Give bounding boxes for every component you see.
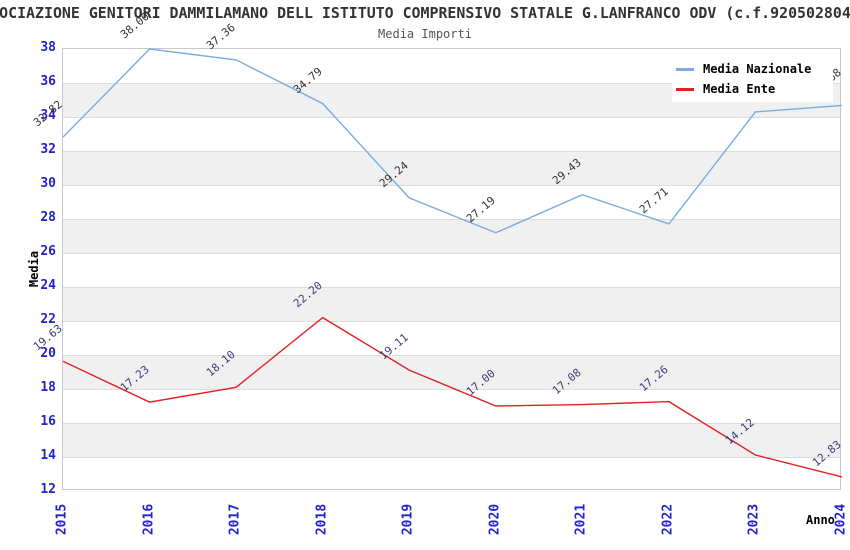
plot-band	[63, 423, 840, 457]
legend-swatch-icon	[676, 67, 694, 71]
x-tick-label: 2021	[573, 503, 589, 536]
legend-item: Media Nazionale	[676, 59, 833, 79]
y-tick-label: 36	[40, 74, 56, 89]
x-tick-label: 2019	[400, 503, 416, 536]
legend-swatch-icon	[676, 87, 694, 91]
plot-band	[63, 151, 840, 185]
x-tick-label: 2018	[314, 503, 330, 536]
legend: Media Nazionale Media Ente	[672, 57, 833, 102]
y-tick-label: 20	[40, 346, 56, 361]
y-tick-label: 22	[40, 312, 56, 327]
line-media-nazionale	[62, 48, 843, 234]
series-lines	[62, 48, 843, 478]
plot-band	[63, 457, 840, 491]
y-tick-label: 12	[40, 482, 56, 497]
plot-band	[63, 253, 840, 287]
plot-band	[63, 117, 840, 151]
y-tick-label: 32	[40, 142, 56, 157]
y-tick-label: 26	[40, 244, 56, 259]
y-tick-label: 34	[40, 108, 56, 123]
legend-label: Media Nazionale	[703, 62, 812, 76]
legend-label: Media Ente	[703, 82, 776, 96]
plot-band	[63, 185, 840, 219]
value-label: 32.82	[31, 98, 65, 130]
line-media-ente	[62, 316, 843, 478]
y-axis-title: Media	[27, 250, 41, 288]
y-tick-label: 14	[40, 448, 56, 463]
x-tick-label: 2016	[141, 503, 157, 536]
y-tick-label: 18	[40, 380, 56, 395]
x-tick-label: 2022	[660, 503, 676, 536]
y-tick-label: 30	[40, 176, 56, 191]
y-tick-label: 16	[40, 414, 56, 429]
y-tick-label: 38	[40, 40, 56, 55]
plot-band	[63, 219, 840, 253]
x-tick-label: 2017	[227, 503, 243, 536]
x-tick-label: 2015	[54, 503, 70, 536]
y-tick-label: 24	[40, 278, 56, 293]
plot-band	[63, 287, 840, 321]
plot-band	[63, 389, 840, 423]
plot-band	[63, 355, 840, 389]
legend-item: Media Ente	[676, 79, 833, 99]
x-tick-label: 2024	[833, 503, 849, 536]
x-axis-title: Anno	[806, 513, 835, 527]
plot-band	[63, 321, 840, 355]
chart-subtitle: Media Importi	[378, 27, 472, 41]
x-tick-label: 2023	[746, 503, 762, 536]
y-tick-label: 28	[40, 210, 56, 225]
plot-area	[62, 48, 843, 491]
x-tick-label: 2020	[487, 503, 503, 536]
chart-title: OCIAZIONE GENITORI DAMMILAMANO DELL ISTI…	[0, 4, 850, 22]
